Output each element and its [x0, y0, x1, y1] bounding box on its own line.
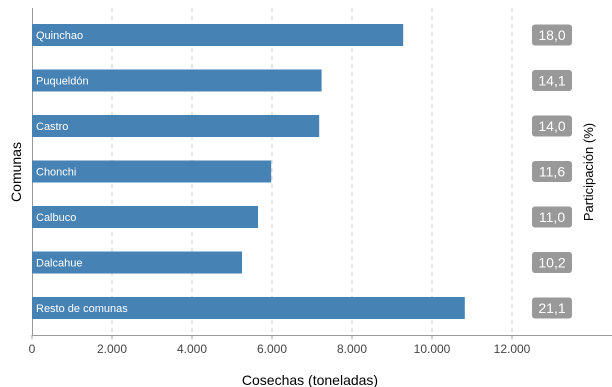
share-badge — [532, 161, 572, 182]
share-value: 21,1 — [538, 300, 565, 316]
share-badge — [532, 115, 572, 137]
bar-category-label: Chonchi — [36, 167, 76, 179]
share-value: 14,0 — [538, 118, 565, 134]
share-value: 11,6 — [539, 164, 565, 180]
share-badge — [532, 252, 572, 273]
x-axis-title: Cosechas (toneladas) — [242, 372, 378, 387]
share-badge — [532, 206, 572, 228]
share-badge — [532, 24, 572, 46]
share-badges: 18,0 14,1 14,0 11,6 11,0 10,2 21,1 — [532, 24, 572, 319]
bars: Quinchao Puqueldón Castro Chonchi Calbuco Dal… — [32, 24, 465, 319]
bar — [32, 160, 272, 183]
y-axis-title: Comunas — [8, 142, 24, 202]
bar-category-label: Calbuco — [36, 212, 76, 224]
bar — [32, 115, 320, 137]
bar — [32, 69, 322, 92]
x-tick-label: 10.000 — [414, 342, 451, 356]
x-tick-label: 8.000 — [337, 342, 367, 356]
x-ticks: 0 2.000 4.000 6.000 8.000 10.000 12.000 — [29, 335, 531, 356]
bar-category-label: Castro — [36, 121, 68, 133]
bar — [32, 24, 404, 46]
bar-category-label: Resto de comunas — [36, 303, 128, 315]
bar — [32, 297, 465, 319]
x-tick-label: 4.000 — [177, 342, 207, 356]
share-value: 14,1 — [538, 73, 565, 89]
share-value: 11,0 — [539, 209, 565, 225]
bar — [32, 206, 258, 228]
share-value: 18,0 — [538, 27, 565, 43]
x-tick-label: 2.000 — [97, 342, 127, 356]
share-badge — [532, 70, 572, 91]
bar-category-label: Quinchao — [36, 30, 83, 42]
share-value: 10,2 — [538, 255, 565, 271]
x-tick-label: 12.000 — [494, 342, 531, 356]
x-tick-label: 0 — [29, 342, 36, 356]
bar — [32, 251, 242, 274]
bar-category-label: Dalcahue — [36, 258, 82, 270]
share-badge — [532, 297, 572, 319]
secondary-axis-title: Participación (%) — [581, 123, 596, 221]
x-tick-label: 6.000 — [257, 342, 287, 356]
bar-category-label: Puqueldón — [36, 76, 89, 88]
